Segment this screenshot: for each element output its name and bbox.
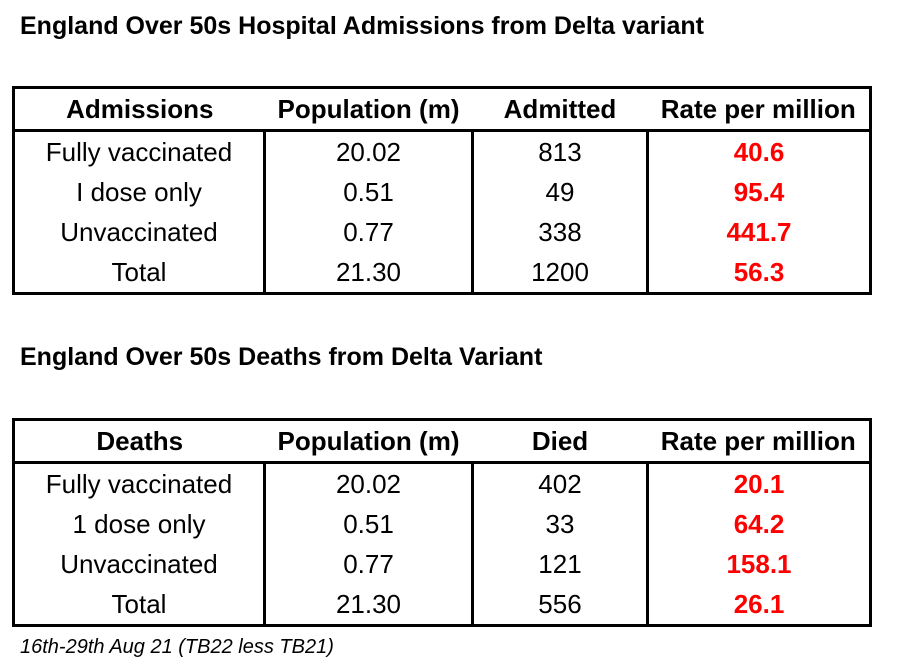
population-cell: 21.30 bbox=[263, 584, 474, 627]
rate-cell: 441.7 bbox=[646, 212, 872, 252]
count-cell: 813 bbox=[471, 130, 649, 172]
table-header-row: Admissions Population (m) Admitted Rate … bbox=[12, 86, 872, 132]
rate-cell: 64.2 bbox=[646, 504, 872, 544]
population-cell: 0.77 bbox=[263, 544, 474, 584]
count-cell: 33 bbox=[471, 504, 649, 544]
count-cell: 338 bbox=[471, 212, 649, 252]
row-label: 1 dose only bbox=[12, 504, 266, 544]
rate-cell: 40.6 bbox=[646, 130, 872, 172]
population-cell: 20.02 bbox=[263, 462, 474, 504]
count-cell: 402 bbox=[471, 462, 649, 504]
rate-cell: 95.4 bbox=[646, 172, 872, 212]
count-cell: 121 bbox=[471, 544, 649, 584]
table-row: Fully vaccinated 20.02 813 40.6 bbox=[12, 130, 872, 172]
table-row-total: Total 21.30 1200 56.3 bbox=[12, 252, 872, 295]
column-header-rate: Rate per million bbox=[647, 418, 872, 464]
row-label: Fully vaccinated bbox=[12, 130, 266, 172]
table-row: Unvaccinated 0.77 338 441.7 bbox=[12, 212, 872, 252]
deaths-title: England Over 50s Deaths from Delta Varia… bbox=[20, 343, 543, 371]
population-cell: 20.02 bbox=[263, 130, 474, 172]
row-label: Fully vaccinated bbox=[12, 462, 266, 504]
population-cell: 0.77 bbox=[263, 212, 474, 252]
admissions-table: Admissions Population (m) Admitted Rate … bbox=[12, 86, 872, 295]
column-header-category: Deaths bbox=[12, 418, 265, 464]
column-header-category: Admissions bbox=[12, 86, 265, 132]
population-cell: 21.30 bbox=[263, 252, 474, 295]
column-header-population: Population (m) bbox=[264, 418, 473, 464]
row-label: Unvaccinated bbox=[12, 212, 266, 252]
rate-cell: 20.1 bbox=[646, 462, 872, 504]
population-cell: 0.51 bbox=[263, 504, 474, 544]
count-cell: 49 bbox=[471, 172, 649, 212]
deaths-table: Deaths Population (m) Died Rate per mill… bbox=[12, 418, 872, 627]
table-row: 1 dose only 0.51 33 64.2 bbox=[12, 504, 872, 544]
admissions-title: England Over 50s Hospital Admissions fro… bbox=[20, 12, 704, 40]
column-header-population: Population (m) bbox=[264, 86, 473, 132]
column-header-count: Admitted bbox=[472, 86, 648, 132]
rate-cell: 56.3 bbox=[646, 252, 872, 295]
table-row: I dose only 0.51 49 95.4 bbox=[12, 172, 872, 212]
table-row-total: Total 21.30 556 26.1 bbox=[12, 584, 872, 627]
count-cell: 1200 bbox=[471, 252, 649, 295]
table-header-row: Deaths Population (m) Died Rate per mill… bbox=[12, 418, 872, 464]
column-header-count: Died bbox=[472, 418, 648, 464]
table-row: Fully vaccinated 20.02 402 20.1 bbox=[12, 462, 872, 504]
rate-cell: 158.1 bbox=[646, 544, 872, 584]
row-label: Total bbox=[12, 584, 266, 627]
column-header-rate: Rate per million bbox=[647, 86, 872, 132]
population-cell: 0.51 bbox=[263, 172, 474, 212]
table-row: Unvaccinated 0.77 121 158.1 bbox=[12, 544, 872, 584]
count-cell: 556 bbox=[471, 584, 649, 627]
row-label: Unvaccinated bbox=[12, 544, 266, 584]
rate-cell: 26.1 bbox=[646, 584, 872, 627]
date-range-footnote: 16th-29th Aug 21 (TB22 less TB21) bbox=[20, 636, 334, 658]
row-label: I dose only bbox=[12, 172, 266, 212]
row-label: Total bbox=[12, 252, 266, 295]
